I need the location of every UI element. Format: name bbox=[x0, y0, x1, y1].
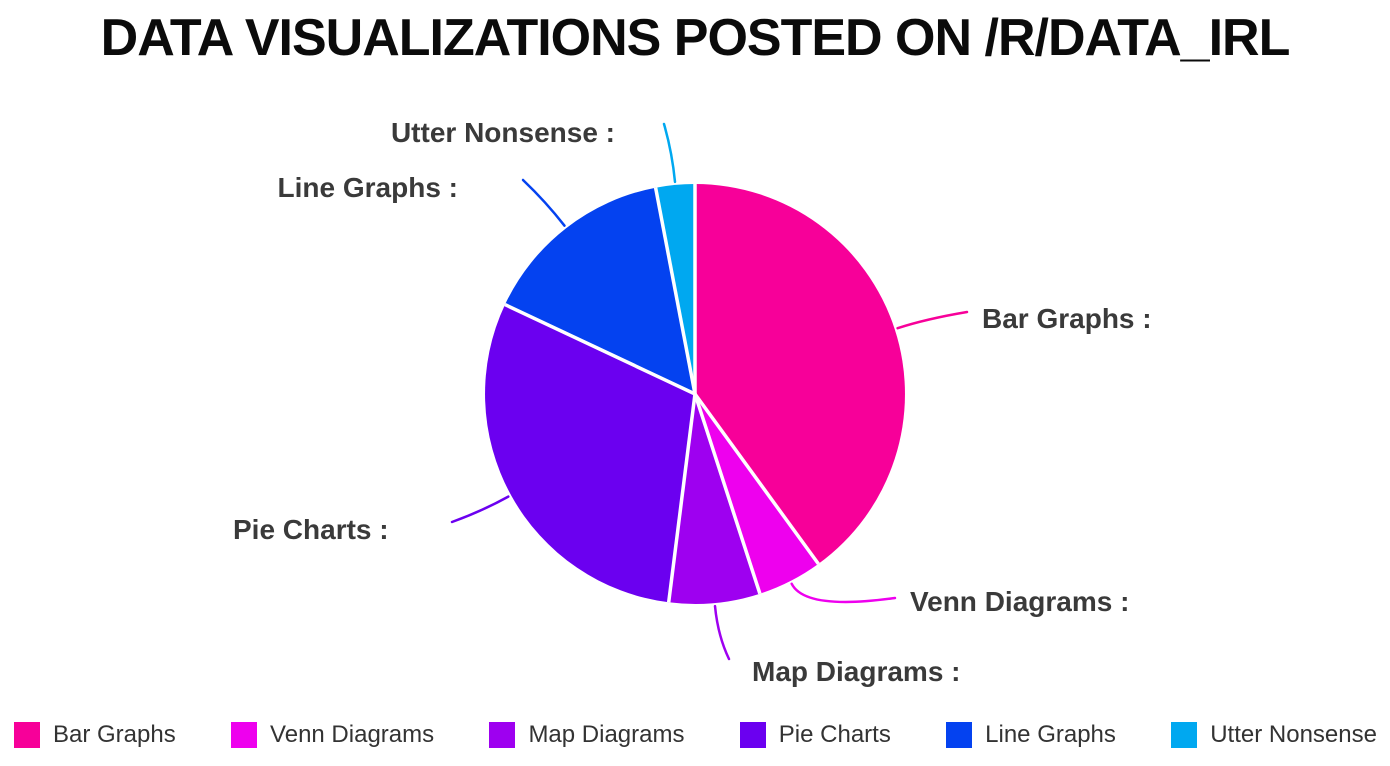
legend-swatch-pie-charts bbox=[739, 722, 766, 748]
slice-separator bbox=[653, 187, 697, 395]
callout-label-line-graphs: Line Graphs : bbox=[277, 172, 458, 203]
legend: Bar Graphs Venn Diagrams Map Diagrams Pi… bbox=[14, 712, 1377, 758]
legend-swatch-utter-nonsense bbox=[1171, 722, 1198, 748]
legend-item-utter-nonsense: Utter Nonsense bbox=[1171, 721, 1377, 749]
callout-label-bar-graphs: Bar Graphs : bbox=[982, 303, 1152, 334]
legend-swatch-bar-graphs bbox=[14, 722, 40, 748]
legend-label-map-diagrams: Map Diagrams bbox=[528, 721, 685, 748]
legend-item-venn-diagrams: Venn Diagrams bbox=[231, 721, 434, 749]
slice-separator bbox=[666, 393, 697, 603]
legend-swatch-map-diagrams bbox=[489, 722, 516, 748]
legend-label-line-graphs: Line Graphs bbox=[985, 721, 1116, 748]
leader-line-bar-graphs bbox=[896, 310, 969, 330]
legend-item-line-graphs: Line Graphs bbox=[946, 721, 1116, 749]
leader-line-venn-diagrams bbox=[790, 582, 897, 604]
leader-line-utter-nonsense bbox=[662, 122, 677, 184]
legend-item-bar-graphs: Bar Graphs bbox=[14, 721, 176, 749]
callout-label-map-diagrams: Map Diagrams : bbox=[752, 656, 961, 687]
callout-label-utter-nonsense: Utter Nonsense : bbox=[390, 117, 615, 148]
callout-label-pie-charts: Pie Charts : bbox=[233, 514, 389, 545]
legend-label-bar-graphs: Bar Graphs bbox=[53, 721, 176, 748]
pie-slice-line-graphs bbox=[505, 187, 695, 394]
legend-swatch-line-graphs bbox=[946, 722, 973, 748]
pie-slice-venn-diagrams bbox=[695, 394, 819, 594]
slice-separator bbox=[693, 392, 820, 565]
legend-label-pie-charts: Pie Charts bbox=[778, 721, 891, 748]
legend-item-pie-charts: Pie Charts bbox=[739, 721, 891, 749]
leader-line-map-diagrams bbox=[713, 604, 731, 661]
legend-swatch-venn-diagrams bbox=[231, 722, 258, 748]
callout-label-venn-diagrams: Venn Diagrams : bbox=[910, 586, 1130, 617]
slice-separator bbox=[693, 393, 762, 595]
slice-separator bbox=[504, 303, 696, 396]
pie-slice-map-diagrams bbox=[668, 394, 760, 604]
legend-item-map-diagrams: Map Diagrams bbox=[489, 721, 684, 749]
legend-label-venn-diagrams: Venn Diagrams bbox=[270, 721, 435, 748]
pie-slice-pie-charts bbox=[485, 304, 695, 603]
pie-slice-bar-graphs bbox=[695, 184, 905, 564]
legend-label-utter-nonsense: Utter Nonsense bbox=[1210, 721, 1377, 748]
leader-line-pie-charts bbox=[450, 495, 510, 524]
leader-line-line-graphs bbox=[521, 178, 566, 227]
chart-title: DATA VISUALIZATIONS POSTED ON /R/DATA_IR… bbox=[100, 9, 1291, 67]
